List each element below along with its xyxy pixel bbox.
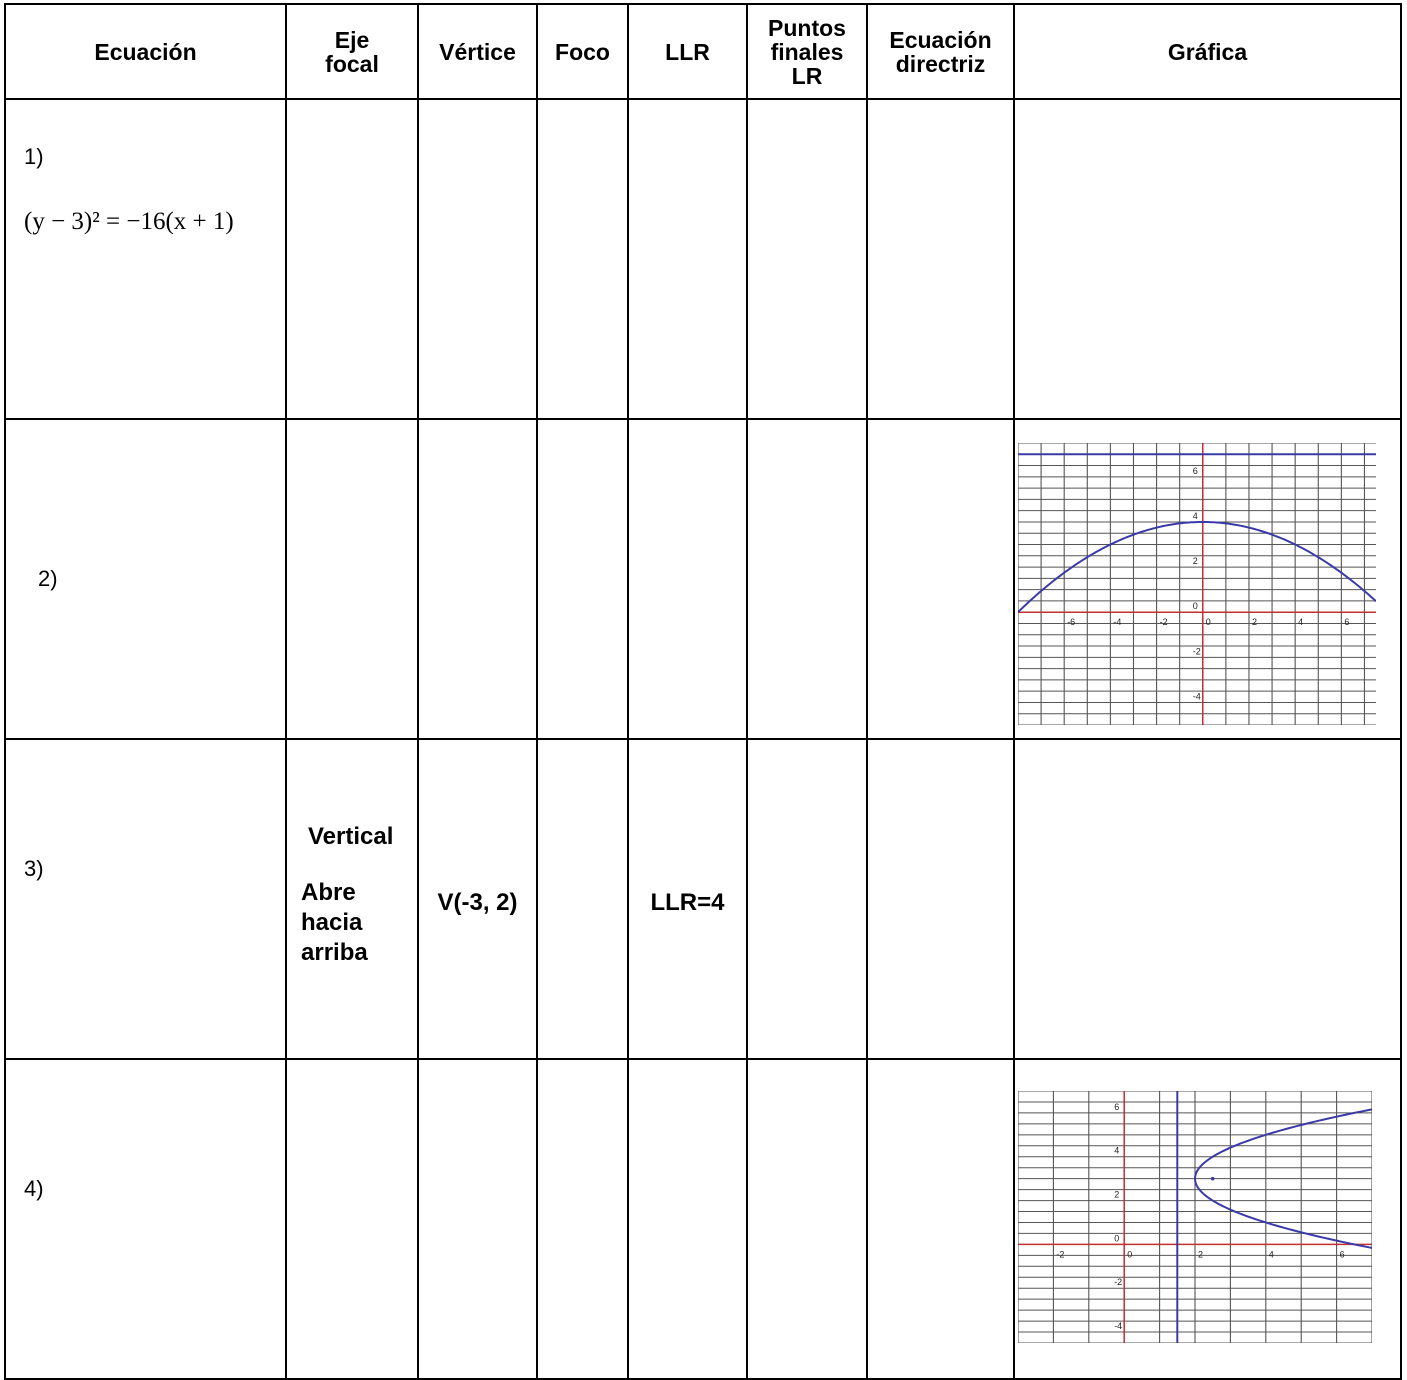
- parabola-equation: (y − 3)² = −16(x + 1): [24, 208, 234, 235]
- header-llr: LLR: [627, 3, 748, 100]
- x-tick-label: 0: [1206, 617, 1211, 627]
- table-row: 4) -2 0 2 4 6 -4 -2 0 2 4 6: [4, 1058, 1402, 1380]
- x-tick-label: 0: [1127, 1249, 1132, 1259]
- parabola-curve: [1018, 520, 1376, 613]
- row-label: 3): [24, 856, 44, 881]
- header-row: Ecuación Eje focal Vértice Foco LLR Punt…: [4, 3, 1402, 100]
- y-tick-label: -4: [1193, 691, 1201, 701]
- focus-point: [1210, 1176, 1215, 1181]
- y-tick-label: 2: [1114, 1190, 1119, 1200]
- header-ecuacion-directriz: Ecuación directriz: [866, 3, 1015, 100]
- y-tick-label: 4: [1114, 1146, 1119, 1156]
- table-row: 2) -6 -4 -2 0 2 4 6 -4 -2 0 2 4 6: [4, 418, 1402, 740]
- x-tick-label: 2: [1198, 1249, 1203, 1259]
- y-tick-label: -2: [1193, 646, 1201, 656]
- eje-focal-value: Vertical: [308, 823, 394, 850]
- x-tick-label: -2: [1056, 1249, 1064, 1259]
- parabola-table: Ecuación Eje focal Vértice Foco LLR Punt…: [4, 3, 1402, 1380]
- table-row: 1) (y − 3)² = −16(x + 1): [4, 98, 1402, 420]
- y-tick-label: 4: [1193, 511, 1198, 521]
- table-row: 3) Vertical Abre hacia arriba V(-3, 2) L…: [4, 738, 1402, 1060]
- header-puntos-finales: Puntos finales LR: [746, 3, 868, 100]
- y-tick-label: 6: [1114, 1102, 1119, 1112]
- header-ecuacion: Ecuación: [4, 3, 287, 100]
- header-grafica: Gráfica: [1013, 3, 1402, 100]
- vertice-value: V(-3, 2): [417, 738, 538, 1060]
- y-tick-label: 6: [1193, 466, 1198, 476]
- abertura-value: Abre hacia arriba: [301, 879, 368, 966]
- x-tick-label: 4: [1269, 1249, 1274, 1259]
- parabola-curve: [1193, 1108, 1372, 1249]
- row-label: 2): [38, 566, 58, 591]
- x-tick-label: 4: [1298, 617, 1303, 627]
- header-foco: Foco: [536, 3, 629, 100]
- graph-4: -2 0 2 4 6 -4 -2 0 2 4 6: [1018, 1091, 1372, 1343]
- x-tick-label: 6: [1340, 1249, 1345, 1259]
- row-label: 4): [24, 1176, 44, 1201]
- x-tick-label: 2: [1252, 617, 1257, 627]
- y-tick-label: -2: [1114, 1277, 1122, 1287]
- x-tick-label: -2: [1160, 617, 1168, 627]
- y-tick-label: 0: [1114, 1233, 1119, 1243]
- graph-2: -6 -4 -2 0 2 4 6 -4 -2 0 2 4 6: [1018, 443, 1376, 725]
- x-tick-label: -6: [1067, 617, 1075, 627]
- llr-value: LLR=4: [627, 738, 748, 1060]
- y-tick-label: 2: [1193, 556, 1198, 566]
- row-label: 1): [24, 144, 44, 169]
- y-tick-label: -4: [1114, 1321, 1122, 1331]
- header-eje-focal: Eje focal: [285, 3, 419, 100]
- header-vertice: Vértice: [417, 3, 538, 100]
- x-tick-label: 6: [1344, 617, 1349, 627]
- y-tick-label: 0: [1193, 601, 1198, 611]
- x-tick-label: -4: [1113, 617, 1121, 627]
